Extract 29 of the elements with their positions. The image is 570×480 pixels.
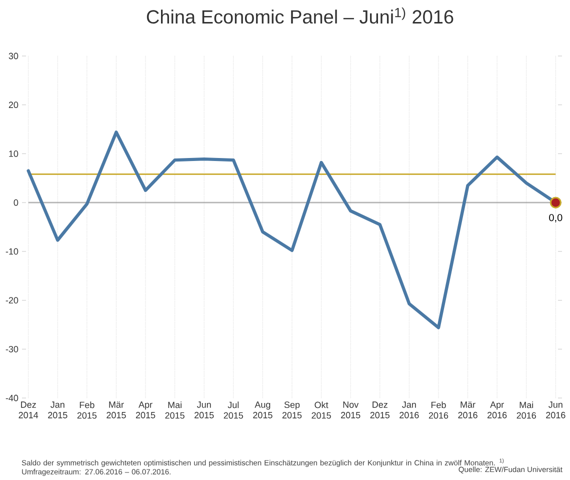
- data-label: 0,0: [549, 214, 562, 222]
- y-tick-label: 30: [8, 52, 18, 60]
- x-tick-label: Jan 2016: [400, 402, 419, 418]
- x-tick-label: Nov 2015: [341, 402, 360, 418]
- x-tick-label: Feb 2016: [428, 402, 448, 419]
- x-tick-label: Feb 2015: [77, 402, 97, 419]
- y-tick-label: 10: [9, 150, 18, 157]
- x-tick-label: Apr 2016: [488, 402, 507, 418]
- y-tick-label: 0: [14, 199, 18, 206]
- x-tick-label: Sep 2015: [282, 402, 302, 418]
- y-tick-label: -10: [6, 248, 18, 255]
- y-tick-label: -40: [6, 394, 18, 402]
- x-tick-label: Jan 2015: [48, 402, 68, 418]
- x-tick-label: Mär 2015: [106, 402, 126, 418]
- x-tick-label: Jun 2016: [546, 402, 566, 418]
- x-tick-label: Aug 2015: [253, 402, 272, 418]
- y-tick-label: 20: [8, 102, 18, 108]
- y-tick-label: -30: [6, 346, 18, 352]
- y-tick-label: -20: [6, 297, 18, 304]
- x-tick-label: Apr 2015: [136, 402, 156, 418]
- x-tick-label: Mai 2015: [165, 402, 184, 419]
- x-tick-label: Mär 2016: [458, 402, 478, 418]
- chart-title: China Economic Panel – Juni$^{1)}$ 2016: [146, 8, 454, 24]
- x-tick-label: Jun 2015: [194, 402, 214, 418]
- x-tick-label: Mai 2016: [516, 402, 536, 419]
- x-tick-label: Dez 2015: [370, 402, 390, 418]
- x-tick-label: Okt 2015: [312, 402, 331, 419]
- x-tick-label: Dez 2014: [18, 402, 38, 418]
- x-tick-label: Jul 2015: [224, 402, 244, 419]
